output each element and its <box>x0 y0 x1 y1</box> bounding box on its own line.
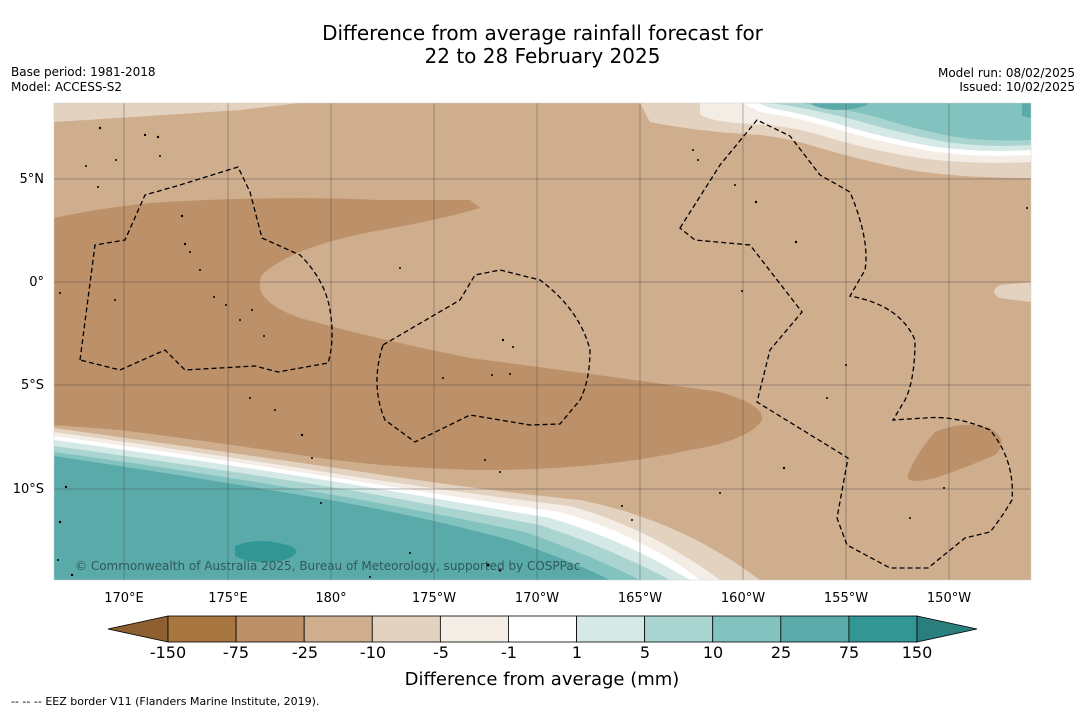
colorbar: -150 -75 -25 -10 -5 -1 1 5 10 25 75 150 … <box>107 615 978 690</box>
colorbar-swatch <box>780 615 850 643</box>
lon-tick-label: 155°W <box>824 591 868 606</box>
eez-legend-text: EEZ border V11 (Flanders Marine Institut… <box>45 695 320 708</box>
base-period-label: Base period: 1981-2018 <box>11 65 156 79</box>
colorbar-swatch <box>712 615 782 643</box>
colorbar-label: -10 <box>360 643 386 662</box>
colorbar-swatch <box>644 615 714 643</box>
field-sw-wet5 <box>235 541 297 563</box>
field-ne-wet5 <box>1022 103 1031 118</box>
model-label: Model: ACCESS-S2 <box>11 80 123 94</box>
colorbar-swatch <box>576 615 646 643</box>
colorbar-label: 5 <box>640 643 650 662</box>
colorbar-swatch <box>303 615 373 643</box>
eez-border-line-islands <box>679 119 1013 569</box>
lat-tick-label: 10°S <box>13 482 44 497</box>
issued-label: Issued: 10/02/2025 <box>959 80 1075 94</box>
lon-tick-label: 160°W <box>721 591 765 606</box>
colorbar-label: 75 <box>839 643 859 662</box>
colorbar-swatches <box>167 615 918 643</box>
copyright-text: © Commonwealth of Australia 2025, Bureau… <box>75 559 580 573</box>
field-ne-wet4a <box>810 103 870 110</box>
lon-tick-label: 175°W <box>412 591 456 606</box>
colorbar-swatch <box>371 615 441 643</box>
eez-borders <box>79 119 1013 569</box>
eez-border-tuvalu <box>79 166 333 373</box>
lon-tick-label: 180° <box>315 591 346 606</box>
lon-tick-label: 150°W <box>927 591 971 606</box>
colorbar-label: 25 <box>771 643 791 662</box>
colorbar-label: -150 <box>150 643 186 662</box>
model-run-label: Model run: 08/02/2025 <box>937 66 1075 80</box>
colorbar-title: Difference from average (mm) <box>405 669 680 690</box>
colorbar-label: 150 <box>902 643 933 662</box>
lon-tick-label: 165°W <box>618 591 662 606</box>
eez-legend-symbol: -- -- -- <box>11 695 42 708</box>
field-ne-wet4b <box>920 103 1031 140</box>
colorbar-labels: -150 -75 -25 -10 -5 -1 1 5 10 25 75 150 <box>150 643 932 662</box>
lat-tick-label: 0° <box>29 275 44 290</box>
field-dry-band <box>54 198 763 471</box>
colorbar-label: -1 <box>501 643 517 662</box>
lon-tick-label: 170°W <box>515 591 559 606</box>
field-light-topleft <box>54 103 300 122</box>
colorbar-under-arrow <box>107 615 169 643</box>
eez-legend: -- -- -- EEZ border V11 (Flanders Marine… <box>11 695 319 708</box>
colorbar-label: -75 <box>223 643 249 662</box>
lat-tick-label: 5°S <box>21 378 44 393</box>
colorbar-label: -25 <box>292 643 318 662</box>
map-frame <box>53 102 1032 581</box>
colorbar-label: -5 <box>433 643 449 662</box>
colorbar-label: 10 <box>703 643 723 662</box>
field-light-patch-east <box>994 282 1031 302</box>
colorbar-swatch <box>167 615 237 643</box>
colorbar-swatch <box>508 615 577 643</box>
lat-tick-label: 5°N <box>20 172 45 187</box>
chart-title-line2: 22 to 28 February 2025 <box>424 44 661 68</box>
island-markers <box>57 126 1028 578</box>
lon-tick-label: 175°E <box>208 591 248 606</box>
colorbar-swatch <box>235 615 305 643</box>
lat-tick-labels: 5°N 0° 5°S 10°S <box>13 172 44 497</box>
colorbar-label: 1 <box>572 643 582 662</box>
field-dry-patch-east <box>907 424 1002 481</box>
colorbar-swatch <box>848 615 918 643</box>
chart-title-line1: Difference from average rainfall forecas… <box>322 21 763 45</box>
gridlines <box>54 103 1031 580</box>
map-field <box>54 103 1031 580</box>
field-sw-wet4 <box>54 456 610 580</box>
colorbar-swatch <box>439 615 509 643</box>
lon-tick-labels: 170°E 175°E 180° 175°W 170°W 165°W 160°W… <box>104 591 971 606</box>
colorbar-over-arrow <box>916 615 978 643</box>
eez-border-tokelau <box>376 269 591 443</box>
lon-tick-label: 170°E <box>104 591 144 606</box>
